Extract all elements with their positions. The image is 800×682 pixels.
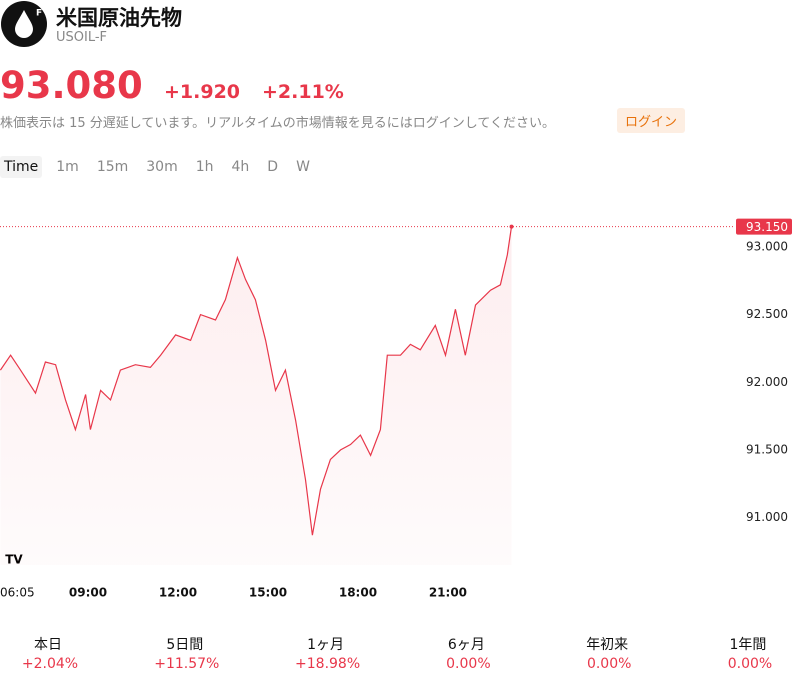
last-price-label: 93.150 (746, 220, 788, 234)
period-label: 6ヶ月 (447, 637, 485, 653)
logo-badge: F (36, 9, 42, 19)
instrument-name: 米国原油先物 (56, 6, 182, 30)
period-label: 5日間 (166, 637, 204, 653)
period-label: 本日 (34, 637, 62, 653)
y-tick-label: 92.500 (746, 307, 788, 321)
change-pct: +2.11% (262, 81, 344, 103)
period-label: 1年間 (729, 637, 767, 653)
price-line (0, 226, 513, 536)
interval-button[interactable]: 1h (195, 159, 214, 175)
y-tick-label: 91.500 (746, 442, 788, 456)
y-tick-label: 92.000 (746, 375, 788, 389)
period-change: 0.00% (727, 656, 773, 672)
symbol: USOIL-F (56, 30, 108, 45)
interval-button[interactable]: 30m (146, 159, 178, 175)
period-item[interactable]: 1ヶ月 +18.98% (278, 634, 378, 672)
interval-button[interactable]: 4h (231, 159, 250, 175)
interval-button[interactable]: W (296, 159, 310, 175)
y-tick-label: 93.000 (746, 239, 788, 253)
interval-button[interactable]: Time (0, 156, 43, 178)
x-tick-label: 18:00 (339, 586, 377, 600)
period-change: 0.00% (586, 656, 632, 672)
x-tick-label: 21:00 (429, 586, 467, 600)
x-tick-label: 09:00 (69, 586, 107, 600)
period-change: +2.04% (21, 656, 79, 672)
interval-button[interactable]: 1m (56, 159, 79, 175)
period-change: +18.98% (295, 656, 361, 672)
interval-button[interactable]: 15m (96, 159, 129, 175)
logo-drop (15, 10, 33, 38)
last-price-tag (736, 218, 792, 235)
notice: 株価表示は 15 分遅延しています。リアルタイムの市場情報を見るにはログインして… (0, 116, 555, 131)
period-item[interactable]: 本日 +2.04% (0, 634, 96, 672)
area-fill (0, 226, 512, 565)
period-item[interactable]: 6ヶ月 0.00% (418, 634, 518, 672)
x-tick-label: 12:00 (159, 586, 197, 600)
period-item[interactable]: 年初来 0.00% (559, 634, 659, 672)
x-tick-label: 15:00 (249, 586, 287, 600)
login-button[interactable]: ログイン (617, 108, 686, 133)
x-tick-label: 06:05 (0, 586, 35, 600)
period-item[interactable]: 5日間 +11.57% (137, 634, 237, 672)
period-label: 1ヶ月 (307, 637, 345, 653)
interval-bar: Time 1m 15m 30m 1h 4h D W (0, 156, 320, 178)
y-tick-label: 91.000 (746, 510, 788, 524)
price: 93.080 (0, 64, 143, 107)
period-bar: 本日 +2.04% 5日間 +11.57% 1ヶ月 +18.98% 6ヶ月 0.00% 年初来 0… (0, 634, 800, 672)
period-item[interactable]: 1年間 0.00% (700, 634, 800, 672)
period-label: 年初来 (586, 637, 629, 653)
change: +1.920 (164, 81, 241, 103)
interval-button[interactable]: D (267, 159, 279, 175)
period-change: +11.57% (154, 656, 220, 672)
period-change: 0.00% (446, 656, 491, 672)
last-point (509, 224, 514, 229)
